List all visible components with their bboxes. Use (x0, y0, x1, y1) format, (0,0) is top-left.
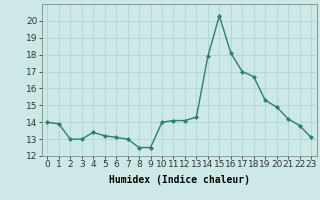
X-axis label: Humidex (Indice chaleur): Humidex (Indice chaleur) (109, 175, 250, 185)
